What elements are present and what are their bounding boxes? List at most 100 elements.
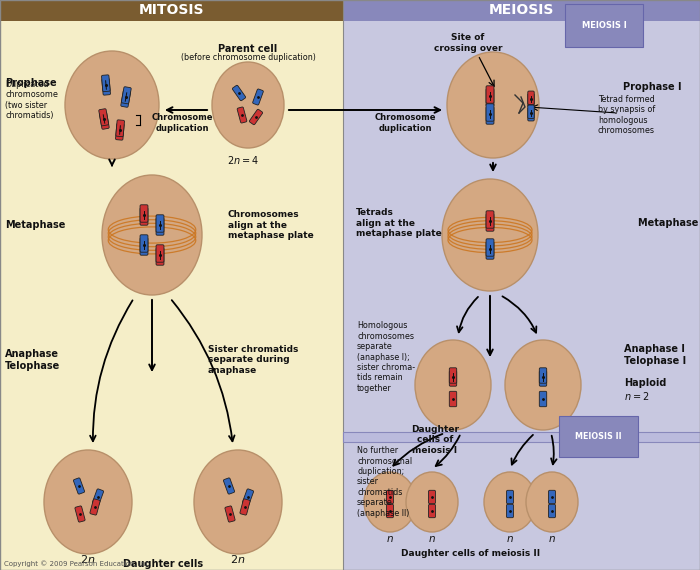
Text: $2n$: $2n$ (80, 553, 96, 565)
FancyBboxPatch shape (486, 239, 494, 256)
FancyBboxPatch shape (121, 90, 131, 107)
Ellipse shape (415, 340, 491, 430)
FancyBboxPatch shape (386, 504, 393, 518)
FancyBboxPatch shape (156, 215, 164, 232)
Bar (343, 432, 700, 442)
FancyBboxPatch shape (140, 208, 148, 225)
FancyBboxPatch shape (486, 104, 494, 121)
FancyBboxPatch shape (92, 489, 104, 505)
FancyBboxPatch shape (102, 78, 111, 95)
FancyBboxPatch shape (156, 245, 164, 262)
FancyBboxPatch shape (242, 489, 253, 505)
FancyBboxPatch shape (75, 506, 85, 522)
FancyBboxPatch shape (116, 123, 124, 140)
FancyBboxPatch shape (428, 504, 435, 518)
Text: Parent cell: Parent cell (218, 44, 278, 54)
FancyBboxPatch shape (121, 87, 131, 104)
FancyBboxPatch shape (528, 105, 534, 119)
Text: Daughter cells of meiosis II: Daughter cells of meiosis II (401, 549, 540, 559)
Text: Daughter cells
of mitosis: Daughter cells of mitosis (123, 559, 203, 570)
Text: Homologous
chromosomes
separate
(anaphase I);
sister chroma-
tids remain
togethe: Homologous chromosomes separate (anaphas… (357, 321, 415, 393)
Ellipse shape (484, 472, 536, 532)
FancyBboxPatch shape (140, 205, 148, 222)
Text: $n$: $n$ (506, 534, 514, 544)
Text: Anaphase
Telophase: Anaphase Telophase (5, 349, 60, 371)
Text: Site of
crossing over: Site of crossing over (434, 33, 503, 52)
Ellipse shape (212, 62, 284, 148)
FancyBboxPatch shape (539, 391, 547, 407)
FancyBboxPatch shape (449, 368, 456, 383)
Text: Metaphase I: Metaphase I (638, 218, 700, 228)
Text: $n$: $n$ (428, 534, 436, 544)
FancyBboxPatch shape (449, 371, 456, 386)
Text: Tetrads
align at the
metaphase plate: Tetrads align at the metaphase plate (356, 208, 442, 238)
Text: Haploid
$n = 2$: Haploid $n = 2$ (624, 378, 666, 402)
FancyBboxPatch shape (507, 504, 514, 518)
FancyBboxPatch shape (539, 371, 547, 386)
Text: $2n = 4$: $2n = 4$ (227, 154, 259, 166)
FancyBboxPatch shape (140, 235, 148, 252)
FancyBboxPatch shape (156, 218, 164, 235)
Ellipse shape (65, 51, 159, 159)
Text: Chromosome
duplication: Chromosome duplication (374, 113, 435, 133)
FancyBboxPatch shape (74, 478, 85, 494)
Text: MEIOSIS: MEIOSIS (489, 3, 554, 18)
Text: MEIOSIS I: MEIOSIS I (582, 21, 626, 30)
Ellipse shape (526, 472, 578, 532)
Text: $n$: $n$ (386, 534, 394, 544)
Text: $n$: $n$ (548, 534, 556, 544)
FancyBboxPatch shape (90, 499, 100, 515)
Ellipse shape (102, 175, 202, 295)
FancyBboxPatch shape (232, 86, 246, 101)
Text: MITOSIS: MITOSIS (139, 3, 204, 18)
FancyBboxPatch shape (449, 391, 456, 407)
FancyBboxPatch shape (116, 120, 125, 137)
FancyBboxPatch shape (225, 506, 235, 522)
Text: MEIOSIS II: MEIOSIS II (575, 432, 622, 441)
FancyBboxPatch shape (486, 86, 494, 103)
FancyBboxPatch shape (428, 490, 435, 504)
FancyBboxPatch shape (156, 248, 164, 265)
Text: Prophase I: Prophase I (623, 82, 682, 92)
FancyBboxPatch shape (486, 214, 494, 231)
Ellipse shape (44, 450, 132, 554)
Ellipse shape (505, 340, 581, 430)
FancyBboxPatch shape (240, 499, 250, 515)
FancyBboxPatch shape (528, 93, 534, 107)
FancyBboxPatch shape (486, 107, 494, 124)
FancyBboxPatch shape (528, 108, 534, 121)
Text: Prophase: Prophase (5, 78, 57, 88)
Ellipse shape (364, 472, 416, 532)
FancyBboxPatch shape (507, 490, 514, 504)
FancyBboxPatch shape (99, 109, 108, 126)
Bar (343, 0, 700, 570)
FancyBboxPatch shape (486, 211, 494, 228)
Text: Anaphase I
Telophase I: Anaphase I Telophase I (624, 344, 686, 366)
FancyBboxPatch shape (486, 89, 494, 106)
Ellipse shape (442, 179, 538, 291)
FancyBboxPatch shape (249, 109, 262, 125)
Text: $2n$: $2n$ (230, 553, 246, 565)
FancyBboxPatch shape (549, 504, 555, 518)
FancyBboxPatch shape (223, 478, 235, 494)
FancyBboxPatch shape (102, 75, 110, 92)
FancyBboxPatch shape (99, 112, 109, 129)
Bar (0, 0, 343, 570)
FancyBboxPatch shape (386, 490, 393, 504)
Text: Sister chromatids
separate during
anaphase: Sister chromatids separate during anapha… (208, 345, 298, 375)
Text: Tetrad formed
by synapsis of
homologous
chromosomes: Tetrad formed by synapsis of homologous … (598, 95, 655, 135)
Text: (before chromosome duplication): (before chromosome duplication) (181, 54, 316, 63)
Text: Duplicated
chromosome
(two sister
chromatids): Duplicated chromosome (two sister chroma… (5, 80, 58, 120)
Bar (343, 0, 700, 21)
Text: Metaphase: Metaphase (5, 220, 65, 230)
FancyBboxPatch shape (140, 238, 148, 255)
Ellipse shape (194, 450, 282, 554)
Text: No further
chromosomal
duplication;
sister
chromatids
separate
(anaphase II): No further chromosomal duplication; sist… (357, 446, 412, 518)
FancyBboxPatch shape (253, 89, 263, 105)
Ellipse shape (447, 52, 539, 158)
Text: Chromosomes
align at the
metaphase plate: Chromosomes align at the metaphase plate (228, 210, 314, 240)
FancyBboxPatch shape (486, 242, 494, 259)
Text: Copyright © 2009 Pearson Education, Inc.: Copyright © 2009 Pearson Education, Inc. (4, 561, 152, 567)
FancyBboxPatch shape (237, 107, 247, 123)
FancyBboxPatch shape (539, 368, 547, 383)
